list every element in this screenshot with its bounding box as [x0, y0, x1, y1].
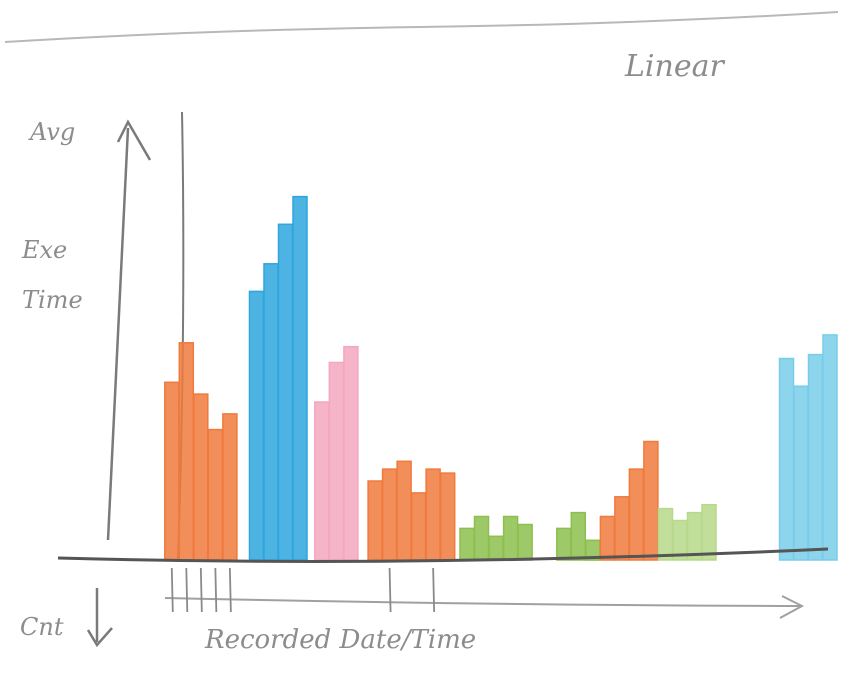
- x-tick-4: [214, 567, 218, 613]
- bar-28: [614, 496, 630, 561]
- bars-layer: [164, 195, 838, 561]
- bar-29: [628, 468, 645, 561]
- bar-2: [178, 342, 195, 561]
- bar-5: [222, 413, 238, 561]
- bar-27: [599, 515, 616, 561]
- y-axis-label-line-3: Time: [22, 286, 83, 314]
- bar-9: [292, 195, 308, 561]
- bar-11: [328, 361, 345, 561]
- x-tick-7: [432, 567, 436, 613]
- bar-35: [778, 357, 795, 561]
- y-axis-label-line-1: Avg: [28, 118, 75, 146]
- y-axis-arrow: [106, 119, 152, 541]
- bar-8: [277, 223, 294, 561]
- bar-23: [517, 523, 533, 561]
- top-border-line: [4, 11, 839, 43]
- bar-21: [488, 535, 504, 561]
- bar-20: [473, 515, 490, 561]
- bar-13: [367, 480, 383, 561]
- bar-15: [396, 460, 412, 561]
- x-tick-2: [185, 567, 189, 613]
- bar-36: [793, 385, 809, 561]
- x-axis-label: Recorded Date/Time: [204, 625, 476, 655]
- y-axis-label: Avg Exe Time: [21, 118, 83, 314]
- bar-25: [570, 511, 587, 561]
- count-down-arrow: [86, 588, 113, 648]
- bar-12: [343, 345, 359, 561]
- x-axis-arrow: [164, 595, 805, 619]
- bar-3: [193, 393, 209, 561]
- bar-18: [439, 472, 456, 561]
- bar-19: [459, 527, 475, 561]
- bar-1: [164, 381, 180, 561]
- bar-30: [643, 440, 659, 561]
- y-axis-label-line-2: Exe: [21, 236, 67, 264]
- bar-7: [263, 263, 279, 561]
- x-axis-baseline: [57, 547, 829, 563]
- bar-6: [248, 290, 265, 561]
- x-tick-1: [170, 567, 174, 613]
- bar-31: [657, 507, 674, 561]
- y-axis-count-label: Cnt: [20, 613, 64, 641]
- x-tick-6: [388, 567, 392, 613]
- bar-34: [701, 503, 717, 561]
- bar-4: [207, 428, 224, 561]
- bar-14: [381, 468, 398, 561]
- scale-label: Linear: [624, 49, 725, 84]
- bar-16: [410, 492, 427, 561]
- bar-24: [556, 527, 572, 561]
- x-tick-3: [199, 567, 203, 613]
- bar-22: [502, 515, 519, 561]
- bar-10: [314, 401, 330, 561]
- bar-17: [425, 468, 441, 561]
- x-tick-5: [228, 567, 232, 613]
- x-ticks-layer: [170, 567, 436, 613]
- bar-38: [822, 334, 838, 561]
- bar-37: [807, 353, 824, 561]
